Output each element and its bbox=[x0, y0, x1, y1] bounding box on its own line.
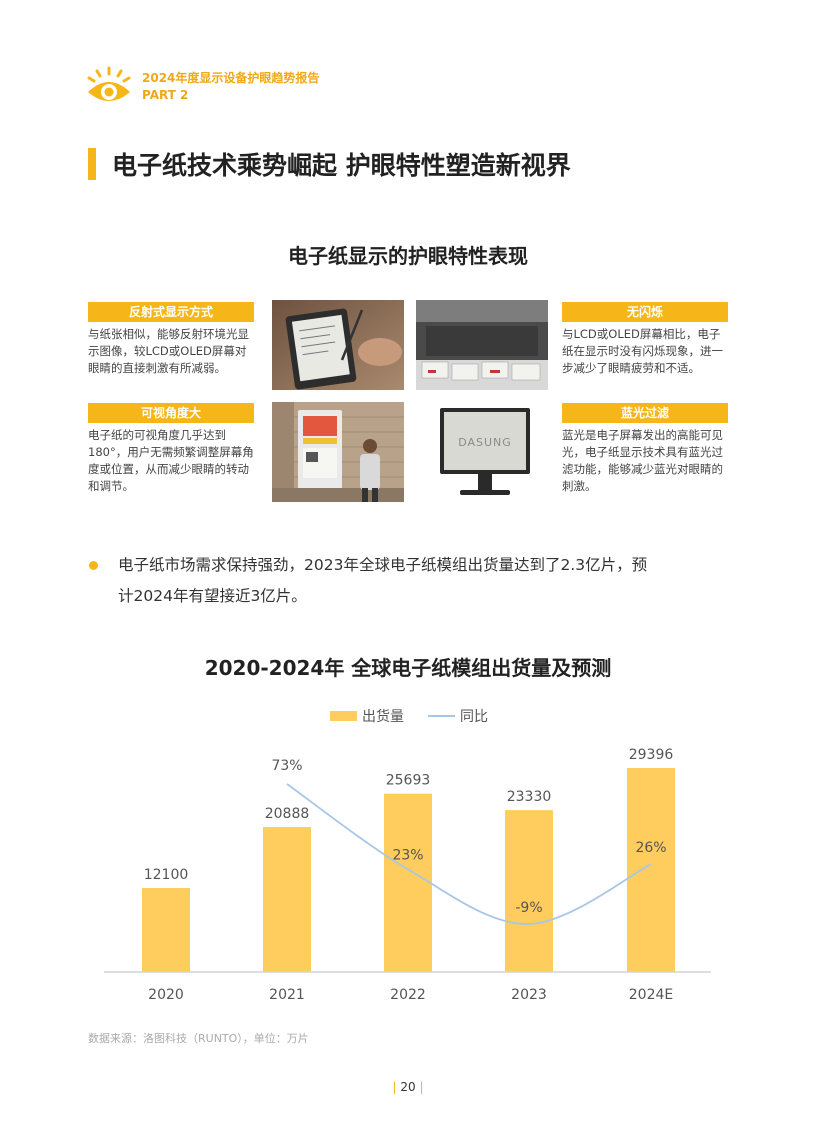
page-number-left-bar: | bbox=[392, 1080, 397, 1094]
e-paper-monitor-photo: DASUNG bbox=[416, 402, 548, 502]
x-tick-label: 2022 bbox=[390, 987, 426, 1003]
bar-2024E bbox=[627, 768, 675, 972]
feature-label-no-flicker: 无闪烁 bbox=[562, 302, 728, 322]
data-source: 数据来源：洛图科技（RUNTO），单位：万片 bbox=[88, 1032, 309, 1045]
yoy-value-label: -9% bbox=[515, 900, 542, 916]
feature-label-blue-light: 蓝光过滤 bbox=[562, 403, 728, 423]
chart-title: 2020-2024年 全球电子纸模组出货量及预测 bbox=[204, 656, 612, 680]
x-tick-label: 2021 bbox=[269, 987, 305, 1003]
bar-value-label: 25693 bbox=[386, 773, 431, 789]
legend-line-label: 同比 bbox=[460, 709, 488, 725]
yoy-value-label: 23% bbox=[392, 847, 423, 863]
feature-desc-no-flicker: 与LCD或OLED屏幕相比，电子纸在显示时没有闪烁现象，进一步减少了眼睛疲劳和不… bbox=[562, 327, 723, 375]
bullet-line-1: 电子纸市场需求保持强劲，2023年全球电子纸模组出货量达到了2.3亿片，预 bbox=[118, 556, 648, 574]
e-paper-shelf-labels-photo bbox=[416, 300, 548, 390]
bar-value-label: 12100 bbox=[144, 867, 189, 883]
feature-label-reflective: 反射式显示方式 bbox=[88, 302, 254, 322]
bar-2020 bbox=[142, 888, 190, 972]
report-title: 2024年度显示设备护眼趋势报告 bbox=[142, 71, 320, 85]
bar-value-label: 23330 bbox=[507, 789, 552, 805]
feature-desc-viewing-angle: 电子纸的可视角度几乎达到180°，用户无需频繁调整屏幕角度或位置，从而减少眼睛的… bbox=[88, 428, 254, 493]
x-tick-label: 2020 bbox=[148, 987, 184, 1003]
bar-value-label: 29396 bbox=[629, 747, 674, 763]
feature-label-viewing-angle: 可视角度大 bbox=[88, 403, 254, 423]
eye-logo-icon bbox=[87, 66, 131, 101]
bar-2023 bbox=[505, 810, 553, 972]
yoy-value-label: 26% bbox=[635, 840, 666, 856]
page-number: | 20 | bbox=[0, 1080, 816, 1094]
section-accent-bar bbox=[88, 148, 96, 180]
feature-desc-blue-light: 蓝光是电子屏幕发出的高能可见光，电子纸显示技术具有蓝光过滤功能，能够减少蓝光对眼… bbox=[562, 428, 723, 493]
section-title: 电子纸技术乘势崛起 护眼特性塑造新视界 bbox=[112, 151, 571, 180]
features-title: 电子纸显示的护眼特性表现 bbox=[288, 244, 528, 268]
page-number-right-bar: | bbox=[419, 1080, 424, 1094]
bullet-line-2: 计2024年有望接近3亿片。 bbox=[118, 587, 307, 605]
bar-2021 bbox=[263, 827, 311, 972]
part-label: PART 2 bbox=[142, 88, 189, 102]
yoy-value-label: 73% bbox=[271, 758, 302, 774]
x-tick-label: 2024E bbox=[629, 987, 673, 1003]
outdoor-e-paper-sign-photo bbox=[272, 402, 404, 502]
bar-value-label: 20888 bbox=[265, 806, 310, 822]
tablet-writing-photo bbox=[272, 300, 404, 390]
feature-desc-reflective: 与纸张相似，能够反射环境光显示图像，较LCD或OLED屏幕对眼睛的直接刺激有所减… bbox=[88, 327, 249, 375]
chart-legend: 出货量 同比 bbox=[330, 708, 488, 725]
bar-2022 bbox=[384, 793, 432, 972]
yoy-line bbox=[286, 783, 652, 925]
x-tick-label: 2023 bbox=[511, 987, 547, 1003]
monitor-brand: DASUNG bbox=[458, 436, 512, 449]
bullet-dot bbox=[89, 561, 98, 570]
page-number-value: 20 bbox=[400, 1080, 416, 1094]
legend-bar-label: 出货量 bbox=[362, 708, 404, 725]
shipment-chart: 出货量 同比 12100 20888 25693 23330 29396 73% 23% -… bbox=[104, 708, 711, 1003]
legend-bar-swatch bbox=[330, 711, 357, 721]
bullet-paragraph: 电子纸市场需求保持强劲，2023年全球电子纸模组出货量达到了2.3亿片，预 计2… bbox=[118, 550, 738, 612]
